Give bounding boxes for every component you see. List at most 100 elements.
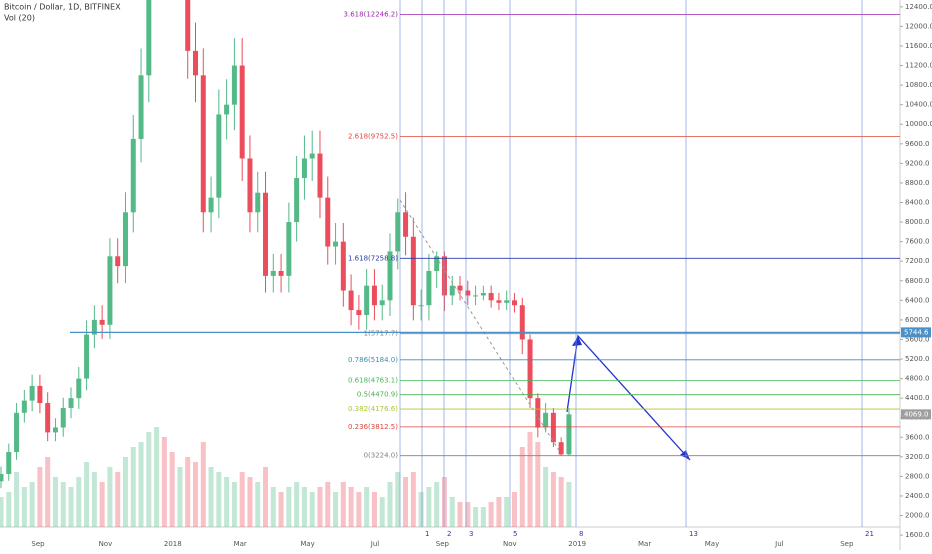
- volume-bar: [348, 487, 354, 527]
- volume-bar: [37, 467, 43, 527]
- volume-bar: [511, 492, 517, 527]
- y-tick-label: 10400.0: [905, 101, 932, 109]
- volume-bar: [99, 482, 105, 527]
- fib-time-label: 13: [689, 530, 698, 538]
- candle-body: [535, 398, 541, 428]
- fib-level-label: 0(3224.0): [364, 452, 399, 460]
- candle-body: [457, 285, 463, 291]
- y-tick-label: 1600.0: [905, 531, 930, 539]
- volume-bar: [403, 477, 409, 527]
- candle-body: [130, 138, 136, 213]
- fib-level-label: 0.618(4763.1): [348, 376, 398, 384]
- x-tick-label: 2019: [568, 540, 586, 548]
- fib-time-label: 2: [447, 530, 451, 538]
- volume-bar: [255, 482, 261, 527]
- volume-bar: [122, 457, 128, 527]
- x-tick-label: Mar: [638, 540, 651, 548]
- x-tick-label: 2018: [164, 540, 182, 548]
- x-tick-label: Mar: [234, 540, 247, 548]
- x-tick-label: Jul: [370, 540, 380, 548]
- y-tick-label: 5600.0: [905, 335, 930, 343]
- y-tick-label: 3200.0: [905, 453, 930, 461]
- candle-body: [122, 212, 128, 267]
- candle-body: [519, 305, 525, 340]
- volume-bar: [371, 492, 377, 527]
- volume-bar: [558, 477, 564, 527]
- candle-body: [216, 114, 222, 198]
- volume-bar: [263, 467, 269, 527]
- volume-bar: [395, 472, 401, 527]
- candle-body: [146, 0, 152, 76]
- candle-body: [418, 305, 424, 307]
- volume-bar: [473, 507, 479, 527]
- volume-bar: [364, 487, 370, 527]
- y-tick-label: 2000.0: [905, 512, 930, 520]
- volume-bar: [6, 492, 12, 527]
- volume-bar: [278, 492, 284, 527]
- volume-bar: [76, 477, 82, 527]
- volume-bar: [130, 447, 136, 527]
- candle-body: [441, 256, 447, 296]
- y-tick-label: 10800.0: [905, 81, 932, 89]
- candle-body: [286, 222, 292, 276]
- y-tick-label: 8400.0: [905, 199, 930, 207]
- candle-body: [255, 192, 261, 213]
- volume-bar: [488, 502, 494, 527]
- candle-body: [76, 378, 82, 399]
- candle-body: [473, 295, 479, 297]
- fib-level-label: 3.618(12246.2): [344, 10, 399, 18]
- volume-bar: [418, 492, 424, 527]
- volume-bar: [224, 477, 230, 527]
- y-tick-label: 2800.0: [905, 472, 930, 480]
- volume-bar: [185, 457, 191, 527]
- candle-body: [364, 285, 370, 315]
- candle-body: [45, 403, 51, 433]
- candle-body: [426, 270, 432, 306]
- candle-body: [263, 192, 269, 276]
- volume-bar: [138, 442, 144, 527]
- volume-bar: [115, 472, 121, 527]
- x-tick-label: Jul: [774, 540, 784, 548]
- volume-bar: [441, 477, 447, 527]
- y-tick-label: 12400.0: [905, 3, 932, 11]
- candle-body: [395, 212, 401, 252]
- y-tick-label: 4800.0: [905, 375, 930, 383]
- y-tick-label: 9600.0: [905, 140, 930, 148]
- volume-bar: [68, 487, 74, 527]
- candle-body: [21, 400, 27, 413]
- candle-body: [434, 256, 440, 271]
- candle-body: [480, 292, 486, 296]
- volume-bar: [14, 472, 20, 527]
- volume-bar: [550, 472, 556, 527]
- volume-bar: [379, 497, 385, 527]
- y-tick-label: 9200.0: [905, 159, 930, 167]
- candle-body: [99, 319, 105, 325]
- x-tick-label: May: [300, 540, 314, 548]
- volume-bar: [52, 477, 58, 527]
- candle-body: [371, 285, 377, 306]
- candle-body: [325, 197, 331, 247]
- candle-body: [0, 473, 4, 482]
- volume-bar: [193, 462, 198, 527]
- volume-bar: [270, 487, 276, 527]
- x-tick-label: May: [705, 540, 719, 548]
- y-tick-label: 6400.0: [905, 296, 930, 304]
- candle-body: [193, 50, 198, 76]
- volume-bar: [457, 502, 463, 527]
- candle-body: [185, 0, 191, 51]
- fib-time-label: 5: [513, 530, 517, 538]
- candle-body: [84, 334, 90, 379]
- volume-bar: [387, 482, 393, 527]
- x-tick-label: Nov: [99, 540, 113, 548]
- y-tick-label: 11600.0: [905, 42, 932, 50]
- fib-level-label: 2.618(9752.5): [348, 132, 398, 140]
- fib-time-label: 8: [579, 530, 583, 538]
- candle-body: [52, 427, 58, 433]
- volume-bar: [177, 467, 183, 527]
- volume-bar: [504, 497, 510, 527]
- volume-bar: [535, 442, 541, 527]
- candle-body: [488, 292, 494, 301]
- volume-bar: [543, 467, 549, 527]
- volume-bar: [0, 497, 4, 527]
